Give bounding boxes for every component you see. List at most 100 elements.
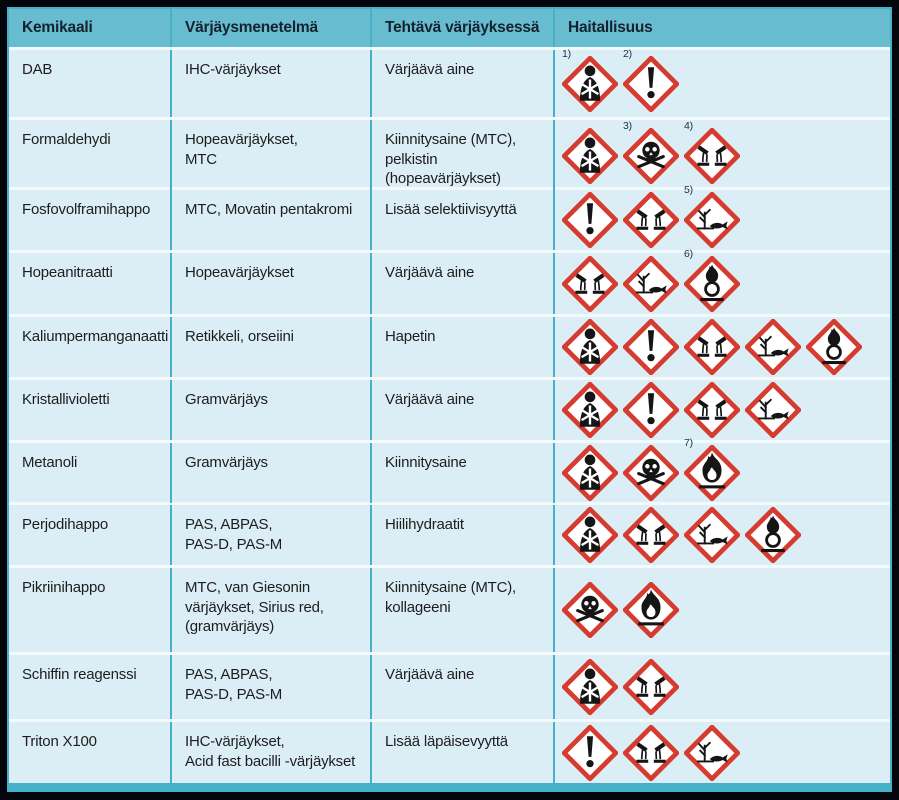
cell-role: Kiinnitysaine <box>372 443 555 503</box>
pictogram-footnote: 4) <box>684 120 693 133</box>
ghs-environment-icon <box>684 724 740 781</box>
ghs-health-hazard-icon <box>562 445 618 501</box>
pictogram-footnote: 6) <box>684 247 693 260</box>
table-row: DAB IHC-värjäykset Värjäävä aine 1) 2) <box>9 47 890 117</box>
cell-hazard-pictograms: 7) <box>555 438 890 503</box>
cell-chemical: Metanoli <box>9 443 172 503</box>
cell-chemical: Perjodihappo <box>9 505 172 565</box>
cell-role: Värjäävä aine <box>372 380 555 440</box>
cell-hazard-pictograms <box>555 568 890 652</box>
ghs-corrosive-icon: 4) <box>684 121 740 185</box>
cell-chemical: Schiffin reagenssi <box>9 655 172 719</box>
cell-hazard-pictograms <box>555 722 890 783</box>
table-row: Kristallivioletti Gramvärjäys Värjäävä ain… <box>9 377 890 440</box>
cell-role: Hapetin <box>372 317 555 377</box>
cell-chemical: Pikriinihappo <box>9 568 172 652</box>
header-kemikaali: Kemikaali <box>9 9 172 47</box>
ghs-environment-icon <box>745 382 801 438</box>
cell-role: Kiinnitysaine (MTC), pelkistin (hopeavär… <box>372 120 555 193</box>
pictogram-footnote: 1) <box>562 47 571 60</box>
cell-method: Gramvärjäys <box>172 443 372 503</box>
table-row: Formaldehydi Hopeavärjäykset, MTC Kiinnity… <box>9 117 890 193</box>
table-row: Kaliumpermanganaatti Retikkeli, orseiini H… <box>9 314 890 377</box>
ghs-corrosive-icon <box>623 192 679 248</box>
ghs-environment-icon <box>623 255 679 312</box>
ghs-exclamation-icon <box>623 319 679 375</box>
ghs-exclamation-icon: 2) <box>623 48 679 112</box>
ghs-corrosive-icon <box>623 724 679 781</box>
ghs-corrosive-icon <box>684 382 740 438</box>
header-tehtava-varjayksessa: Tehtävä värjäyksessä <box>372 9 555 47</box>
cell-role: Hiilihydraatit <box>372 505 555 565</box>
ghs-oxidizer-icon: 6) <box>684 248 740 312</box>
cell-method: IHC-värjäykset <box>172 50 372 117</box>
header-haitallisuus: Haitallisuus <box>568 19 653 36</box>
cell-method: MTC, van Giesonin värjäykset, Sirius red… <box>172 568 372 652</box>
cell-method: Gramvärjäys <box>172 380 372 440</box>
table-row: Fosfovolframihappo MTC, Movatin pentakrom… <box>9 185 890 250</box>
table-row: Triton X100 IHC-värjäykset, Acid fast bac… <box>9 719 890 783</box>
cell-method: IHC-värjäykset, Acid fast bacilli -värjä… <box>172 722 372 783</box>
table-row: Hopeanitraatti Hopeavärjäykset Värjäävä ai… <box>9 248 890 314</box>
table-row: Schiffin reagenssi PAS, ABPAS, PAS-D, PAS… <box>9 652 890 719</box>
cell-role: Värjäävä aine <box>372 253 555 314</box>
cell-method: Hopeavärjäykset <box>172 253 372 314</box>
header-varjaysmenetelma: Värjäysmenetelmä <box>172 9 372 47</box>
ghs-corrosive-icon <box>623 507 679 563</box>
cell-role: Värjäävä aine <box>372 655 555 719</box>
ghs-oxidizer-icon <box>806 319 862 375</box>
cell-hazard-pictograms: 6) <box>555 248 890 314</box>
pictogram-footnote: 5) <box>684 184 693 196</box>
cell-hazard-pictograms <box>555 380 890 440</box>
cell-hazard-pictograms <box>555 505 890 565</box>
table-row: Pikriinihappo MTC, van Giesonin värjäykse… <box>9 565 890 652</box>
ghs-environment-icon <box>745 319 801 375</box>
ghs-flammable-icon: 7) <box>684 438 740 501</box>
ghs-exclamation-icon <box>562 192 618 248</box>
ghs-health-hazard-icon: 1) <box>562 48 618 112</box>
ghs-exclamation-icon <box>562 724 618 781</box>
cell-chemical: Fosfovolframihappo <box>9 190 172 250</box>
table-row: Perjodihappo PAS, ABPAS, PAS-D, PAS-M Hiil… <box>9 502 890 565</box>
pictogram-footnote: 3) <box>623 120 632 133</box>
cell-method: Hopeavärjäykset, MTC <box>172 120 372 193</box>
table-row: Metanoli Gramvärjäys Kiinnitysaine 7) <box>9 438 890 503</box>
pictogram-footnote: 2) <box>623 47 632 60</box>
cell-chemical: Hopeanitraatti <box>9 253 172 314</box>
cell-hazard-pictograms: 3) 4) <box>555 120 890 193</box>
cell-method: MTC, Movatin pentakromi <box>172 190 372 250</box>
ghs-corrosive-icon <box>684 319 740 375</box>
ghs-health-hazard-icon <box>562 128 618 185</box>
pictogram-footnote: 7) <box>684 437 693 449</box>
ghs-skull-icon <box>623 445 679 501</box>
cell-role: Värjäävä aine <box>372 50 555 117</box>
cell-method: Retikkeli, orseiini <box>172 317 372 377</box>
cell-chemical: Formaldehydi <box>9 120 172 193</box>
cell-method: PAS, ABPAS, PAS-D, PAS-M <box>172 505 372 565</box>
ghs-corrosive-icon <box>562 255 618 312</box>
ghs-exclamation-icon <box>623 382 679 438</box>
cell-chemical: Triton X100 <box>9 722 172 783</box>
cell-hazard-pictograms <box>555 655 890 719</box>
table-header-row: Kemikaali Värjäysmenetelmä Tehtävä värjä… <box>9 9 890 47</box>
cell-hazard-pictograms: 5) <box>555 185 890 250</box>
cell-hazard-pictograms: 1) 2) <box>555 48 890 117</box>
cell-chemical: DAB <box>9 50 172 117</box>
ghs-environment-icon: 5) <box>684 185 740 248</box>
cell-role: Lisää selektiivisyyttä <box>372 190 555 250</box>
cell-chemical: Kaliumpermanganaatti <box>9 317 172 377</box>
ghs-skull-icon <box>562 582 618 638</box>
ghs-health-hazard-icon <box>562 319 618 375</box>
ghs-flammable-icon <box>623 582 679 638</box>
cell-method: PAS, ABPAS, PAS-D, PAS-M <box>172 655 372 719</box>
ghs-environment-icon <box>684 507 740 563</box>
cell-chemical: Kristallivioletti <box>9 380 172 440</box>
table-body: DAB IHC-värjäykset Värjäävä aine 1) 2) Formal… <box>9 47 890 783</box>
ghs-health-hazard-icon <box>562 507 618 563</box>
ghs-oxidizer-icon <box>745 507 801 563</box>
cell-role: Kiinnitysaine (MTC), kollageeni <box>372 568 555 652</box>
ghs-health-hazard-icon <box>562 382 618 438</box>
ghs-skull-icon: 3) <box>623 121 679 185</box>
ghs-corrosive-icon <box>623 659 679 715</box>
cell-hazard-pictograms <box>555 317 890 377</box>
